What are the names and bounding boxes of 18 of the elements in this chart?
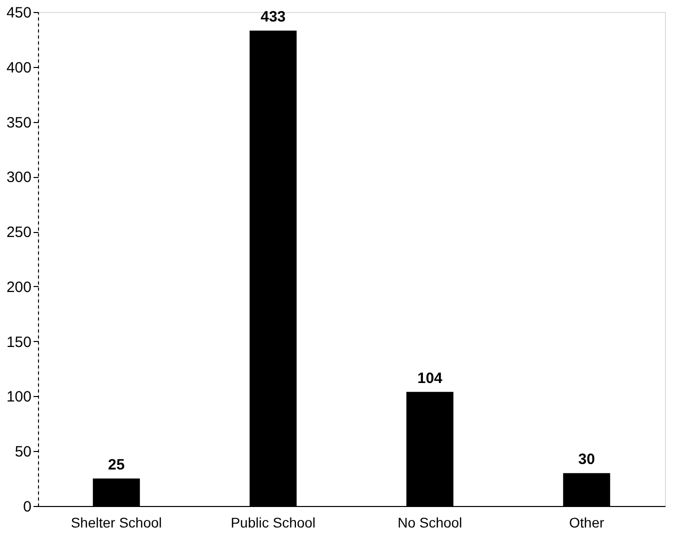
- x-tick-label: Public School: [230, 514, 316, 530]
- data-label: 30: [578, 451, 595, 468]
- data-label: 104: [417, 370, 444, 387]
- y-tick-label: 0: [23, 498, 32, 516]
- x-tick-label: Other: [569, 514, 604, 530]
- y-tick-label: 250: [6, 224, 32, 242]
- y-tick-label: 450: [6, 4, 32, 22]
- data-label: 433: [260, 8, 286, 26]
- data-label: 25: [108, 456, 125, 474]
- y-tick-label: 350: [6, 114, 32, 132]
- x-tick-label: No School: [398, 514, 462, 530]
- y-tick-label: 150: [6, 334, 32, 351]
- y-tick-label: 200: [6, 278, 32, 296]
- y-tick-label: 50: [14, 444, 32, 461]
- y-tick-label: 400: [6, 59, 32, 76]
- y-tick-label: 300: [6, 169, 32, 186]
- y-tick-label: 100: [6, 388, 32, 406]
- x-tick-label: Shelter School: [70, 514, 162, 530]
